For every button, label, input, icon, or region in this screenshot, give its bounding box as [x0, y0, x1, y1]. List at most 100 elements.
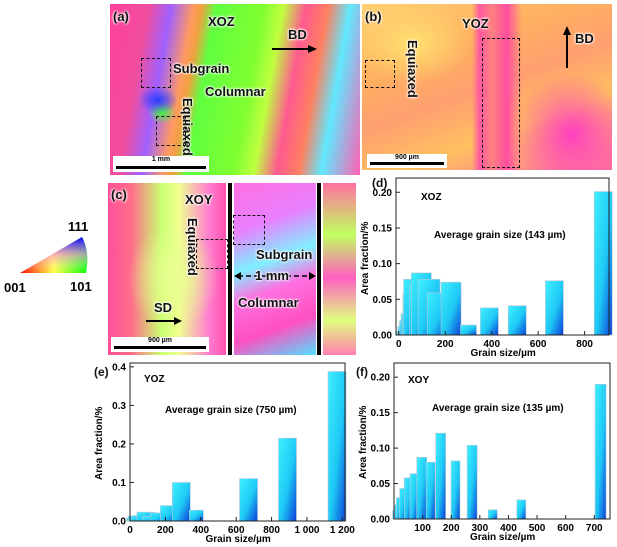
scale-bar: 900 µm — [111, 337, 209, 352]
chart-yoz-grain-size: 0 200 400 600 800 1 000 1 200 0.0 0.1 0.2 0.3 0.4 YO… — [94, 362, 355, 545]
span-label: 1 mm — [255, 268, 289, 283]
panel-tag: (b) — [365, 9, 382, 24]
axes-frame — [393, 362, 611, 520]
subgrain-region-box — [233, 215, 265, 245]
panel-tag: (a) — [113, 9, 129, 24]
bar — [460, 324, 477, 336]
average-grain-size-annotation: Average grain size (135 µm) — [432, 403, 564, 414]
plane-label: XOZ — [208, 14, 235, 29]
scale-bar: 1 mm — [113, 156, 209, 172]
bar — [425, 461, 436, 520]
direction-label: SD — [154, 300, 173, 315]
x-tick-label: 300 — [471, 523, 488, 534]
subgrain-region-box — [141, 58, 171, 88]
axes-frame — [129, 362, 346, 522]
arrow-up-icon — [563, 26, 571, 68]
bar — [172, 482, 191, 522]
plane-label: XOY — [185, 192, 213, 207]
x-tick-label: 600 — [530, 339, 547, 350]
chart-title: YOZ — [144, 374, 165, 385]
y-tick-label: 0.05 — [371, 479, 391, 490]
bar — [450, 460, 461, 520]
x-tick-label: 400 — [483, 339, 500, 350]
x-tick-label: 1 200 — [330, 525, 355, 536]
bar — [507, 305, 527, 336]
y-tick-label: 0.15 — [373, 223, 393, 234]
x-axis-label: Grain size/µm — [470, 348, 536, 359]
divider — [317, 183, 321, 355]
x-tick-label: 600 — [557, 523, 574, 534]
y-tick-label: 0.00 — [371, 515, 391, 526]
bar — [487, 509, 498, 520]
chart-xoy-grain-size: 100 200 300 400 500 600 700 0.00 0.05 0.10 0.15 0.2… — [358, 362, 611, 543]
columnar-label: Columnar — [238, 295, 299, 310]
x-tick-label: 400 — [500, 523, 517, 534]
span-arrow-icon — [234, 272, 316, 280]
ipf-label-111: 111 — [68, 219, 89, 234]
bar — [435, 432, 446, 520]
x-tick-label: 500 — [529, 523, 546, 534]
bar — [440, 281, 462, 336]
x-tick-label: 0 — [396, 339, 402, 350]
ebsd-map-yoz: (b) YOZ BD Equiaxed 900 µm — [362, 4, 612, 170]
bar — [480, 307, 499, 336]
plot-area: 0 200 400 600 800 0.00 0.05 0.10 0.15 0.20 — [373, 177, 613, 350]
y-tick-label: 0.10 — [371, 444, 391, 455]
arrow-right-icon — [146, 317, 182, 325]
x-tick-label: 1 000 — [294, 525, 319, 536]
direction-label: BD — [575, 31, 594, 46]
bar — [545, 280, 564, 336]
arrow-right-icon — [272, 45, 317, 53]
y-tick-label: 0.00 — [373, 331, 393, 342]
axes-frame — [395, 177, 610, 336]
columnar-region-box — [482, 38, 520, 168]
scale-bar: 900 µm — [367, 154, 447, 168]
x-tick-label: 700 — [586, 523, 603, 534]
y-tick-label: 0.10 — [373, 259, 393, 270]
y-tick-label: 0.3 — [112, 401, 126, 412]
ebsd-map-xoy-right — [323, 183, 356, 355]
x-tick-label: 200 — [437, 339, 454, 350]
y-tick-label: 0.15 — [371, 408, 391, 419]
y-tick-label: 0.0 — [112, 517, 126, 528]
equiaxed-region-box — [196, 239, 228, 269]
chart-title: XOZ — [421, 192, 442, 203]
panel-tag: (e) — [94, 365, 109, 379]
bar — [516, 499, 527, 520]
ebsd-map-xoy-middle — [234, 183, 316, 355]
chart-xoz-grain-size: 0 200 400 600 800 0.00 0.05 0.10 0.15 0.20 XOZ Aver… — [360, 177, 613, 359]
ipf-color-key — [20, 237, 88, 273]
subgrain-label: Subgrain — [256, 247, 313, 262]
y-tick-label: 0.05 — [373, 295, 393, 306]
bar — [278, 437, 297, 522]
x-tick-label: 600 — [228, 525, 245, 536]
bar — [239, 478, 258, 522]
equiaxed-region-box — [156, 116, 186, 146]
ebsd-map-xoy: (c) XOY Equiaxed Subgrain 1 mm Columnar … — [108, 183, 356, 355]
x-tick-label: 200 — [443, 523, 460, 534]
y-axis-label: Area fraction/% — [358, 405, 369, 479]
bar — [416, 457, 428, 520]
plane-label: YOZ — [462, 16, 489, 31]
panel-tag: (d) — [372, 176, 388, 190]
divider — [228, 183, 232, 355]
panel-tag: (f) — [356, 365, 368, 379]
x-axis-label: Grain size/µm — [470, 532, 536, 543]
x-tick-label: 200 — [157, 525, 174, 536]
y-axis-label: Area fraction/% — [94, 406, 105, 480]
equiaxed-label: Equiaxed — [405, 40, 420, 98]
bar — [327, 371, 347, 522]
x-tick-label: 400 — [192, 525, 209, 536]
y-tick-label: 0.20 — [371, 373, 391, 384]
average-grain-size-annotation: Average grain size (750 µm) — [165, 405, 297, 416]
y-tick-label: 0.20 — [373, 188, 393, 199]
bar — [594, 383, 607, 520]
plot-area: 100 200 300 400 500 600 700 0.00 0.05 0.10 0.15 0.2… — [371, 362, 611, 534]
subgrain-label: Subgrain — [173, 61, 230, 76]
ipf-label-001: 001 — [4, 280, 26, 295]
y-tick-label: 0.4 — [112, 362, 126, 373]
panel-tag: (c) — [111, 187, 127, 202]
y-tick-label: 0.1 — [112, 478, 126, 489]
x-axis-label: Grain size/µm — [205, 534, 271, 545]
